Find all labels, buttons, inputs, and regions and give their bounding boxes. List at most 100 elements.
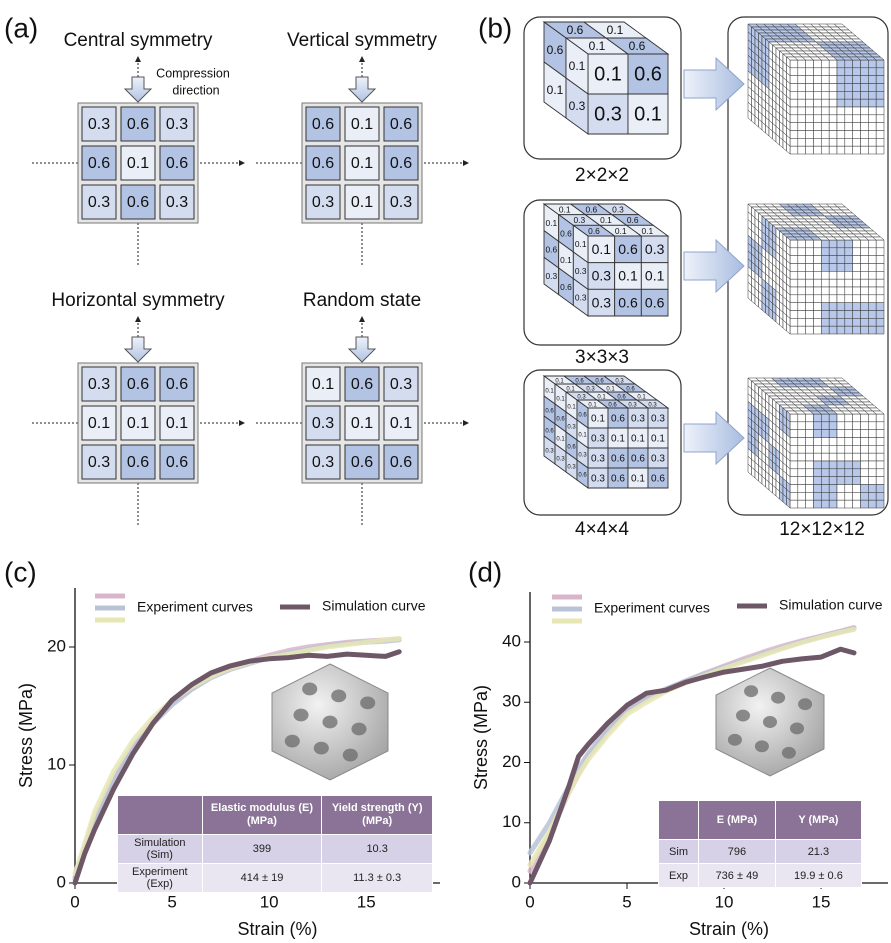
cube-cell xyxy=(798,76,806,84)
cube-cell xyxy=(821,99,829,107)
cube-cell xyxy=(829,461,837,469)
cube-cell xyxy=(868,68,876,76)
cube-cell xyxy=(853,326,861,334)
cube-cell xyxy=(861,287,869,295)
cube-cell xyxy=(806,326,814,334)
cube-cell xyxy=(845,477,853,485)
cube-cell xyxy=(829,115,837,123)
cube-value: 0.1 xyxy=(559,205,571,215)
cube-cell xyxy=(814,91,822,99)
cube-cell xyxy=(829,485,837,493)
cube-value: 0.6 xyxy=(560,229,572,239)
cube-value: 0.1 xyxy=(642,226,654,236)
cube-cell xyxy=(845,279,853,287)
cube-cell xyxy=(853,500,861,508)
cube-cell xyxy=(790,240,798,248)
cube-cell xyxy=(790,107,798,115)
cube-cell xyxy=(868,123,876,131)
cube-value: 0.3 xyxy=(575,293,587,303)
cube-value: 0.3 xyxy=(628,403,637,409)
x-tick-label: 5 xyxy=(622,892,631,911)
cell-value: 0.6 xyxy=(166,155,188,172)
table-cell: Experiment (Exp) xyxy=(118,864,203,893)
cube-cell xyxy=(829,68,837,76)
cube-cell xyxy=(861,485,869,493)
cube-cell xyxy=(829,248,837,256)
lattice-pore xyxy=(351,723,366,736)
cube-value: 0.1 xyxy=(591,414,605,425)
table-corner xyxy=(118,796,203,835)
panel-label: (a) xyxy=(4,12,38,43)
cube-cell xyxy=(821,279,829,287)
cube-cell xyxy=(845,311,853,319)
cube-value: 0.6 xyxy=(546,245,558,255)
cube-cell xyxy=(806,469,814,477)
cube-cell xyxy=(790,492,798,500)
cube-cell xyxy=(876,430,884,438)
cube-cell xyxy=(814,107,822,115)
x-tick-label: 10 xyxy=(715,892,734,911)
cube-cell xyxy=(798,422,806,430)
cube-cell xyxy=(853,438,861,446)
cube-cell xyxy=(845,256,853,264)
cube-cell xyxy=(861,99,869,107)
cube-cell xyxy=(821,287,829,295)
cube-cell xyxy=(853,453,861,461)
cube-cell xyxy=(798,430,806,438)
cell-value: 0.3 xyxy=(312,415,334,432)
legend-label: Simulation curve xyxy=(322,598,426,614)
cube-cell xyxy=(837,131,845,139)
cube-cell xyxy=(821,240,829,248)
cube-cell xyxy=(837,91,845,99)
cube-cell xyxy=(806,303,814,311)
lattice-pore xyxy=(744,685,758,697)
cube-value: 0.1 xyxy=(592,241,612,257)
cube-cell xyxy=(829,445,837,453)
lattice-pore xyxy=(763,716,777,728)
x-tick-label: 0 xyxy=(525,892,534,911)
cell-value: 0.6 xyxy=(390,116,412,133)
cube-cell xyxy=(868,240,876,248)
cube-cell xyxy=(853,492,861,500)
cube-cell xyxy=(821,295,829,303)
cube-cell xyxy=(845,271,853,279)
cube-cell xyxy=(806,123,814,131)
cube-cell xyxy=(868,60,876,68)
cube-cell xyxy=(790,422,798,430)
cell-value: 0.6 xyxy=(88,155,110,172)
cube-cell xyxy=(790,438,798,446)
cube-value: 0.6 xyxy=(608,403,617,409)
cube-cell xyxy=(814,430,822,438)
cube-cell xyxy=(829,430,837,438)
cube-value: 0.1 xyxy=(634,103,662,125)
cube-cell xyxy=(861,123,869,131)
cube-value: 0.3 xyxy=(648,403,657,409)
cube-value: 0.1 xyxy=(618,268,638,284)
cube-cell xyxy=(798,485,806,493)
panel-label: (b) xyxy=(478,12,512,43)
legend-label: Experiment curves xyxy=(594,600,710,616)
cube-cell xyxy=(790,453,798,461)
cube-cell xyxy=(821,477,829,485)
cube-cell xyxy=(853,485,861,493)
cube-value: 0.6 xyxy=(611,414,625,425)
cube-cell xyxy=(853,123,861,131)
table-header: Y (MPa) xyxy=(775,801,861,840)
cube-cell xyxy=(868,146,876,154)
cube-cell xyxy=(861,311,869,319)
cube-cell xyxy=(876,240,884,248)
cube-cell xyxy=(806,318,814,326)
cube-cell xyxy=(876,271,884,279)
cube-cell xyxy=(798,99,806,107)
cube-cell xyxy=(790,76,798,84)
cube-cell xyxy=(845,326,853,334)
cube-cell xyxy=(837,115,845,123)
cube-cell xyxy=(868,264,876,272)
cube-cell xyxy=(876,492,884,500)
cube-cell xyxy=(814,115,822,123)
cube-cell xyxy=(853,76,861,84)
cube-cell xyxy=(814,318,822,326)
cube-cell xyxy=(853,445,861,453)
cube-cell xyxy=(829,91,837,99)
cube-cell xyxy=(806,295,814,303)
